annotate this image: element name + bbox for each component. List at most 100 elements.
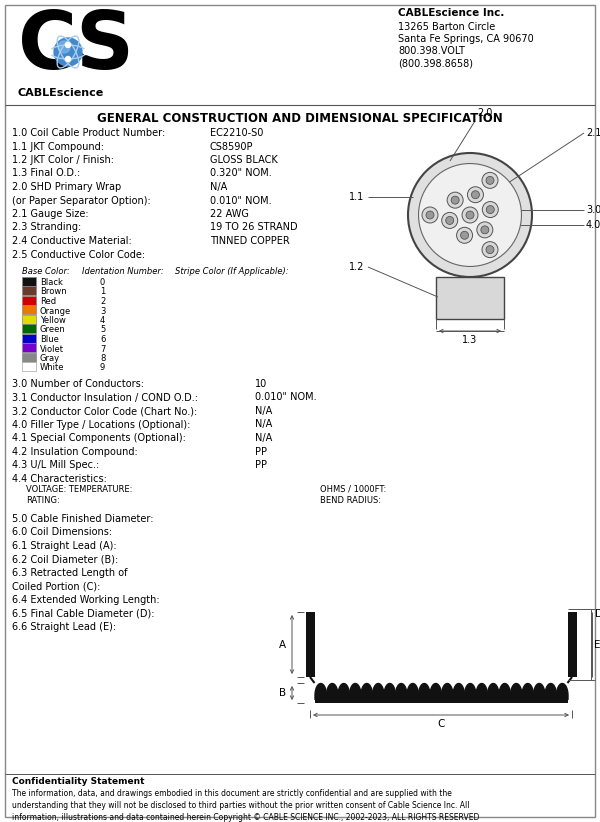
Text: D: D — [595, 609, 600, 619]
Text: 5: 5 — [100, 326, 105, 335]
Bar — [22, 306, 36, 315]
Text: White: White — [40, 363, 65, 372]
Bar — [22, 363, 36, 372]
Bar — [22, 334, 36, 343]
Text: PP: PP — [255, 446, 267, 456]
Text: PP: PP — [255, 460, 267, 470]
Text: 1.0 Coil Cable Product Number:: 1.0 Coil Cable Product Number: — [12, 128, 165, 138]
Text: 2.1 Gauge Size:: 2.1 Gauge Size: — [12, 209, 89, 219]
Text: 1: 1 — [100, 288, 105, 297]
Text: 6.5 Final Cable Diameter (D):: 6.5 Final Cable Diameter (D): — [12, 608, 155, 618]
Text: 3.2 Conductor Color Code (Chart No.):: 3.2 Conductor Color Code (Chart No.): — [12, 406, 197, 416]
Circle shape — [54, 38, 82, 66]
Text: 8: 8 — [100, 354, 106, 363]
Circle shape — [486, 206, 494, 214]
Text: 3.0: 3.0 — [586, 205, 600, 215]
Text: Identation Number:: Identation Number: — [82, 267, 164, 276]
Text: 4.4 Characteristics:: 4.4 Characteristics: — [12, 473, 107, 483]
Text: Yellow: Yellow — [40, 316, 66, 325]
Text: 2.0 SHD Primary Wrap: 2.0 SHD Primary Wrap — [12, 182, 121, 192]
Text: GENERAL CONSTRUCTION AND DIMENSIONAL SPECIFICATION: GENERAL CONSTRUCTION AND DIMENSIONAL SPE… — [97, 112, 503, 125]
Text: 4.0 Filler Type / Locations (Optional):: 4.0 Filler Type / Locations (Optional): — [12, 419, 190, 430]
Text: 1.2: 1.2 — [349, 262, 364, 272]
Circle shape — [486, 246, 494, 254]
Text: N/A: N/A — [255, 419, 272, 430]
Text: Coiled Portion (C):: Coiled Portion (C): — [12, 581, 100, 591]
Text: 2.3 Stranding:: 2.3 Stranding: — [12, 223, 81, 233]
Text: 3.0 Number of Conductors:: 3.0 Number of Conductors: — [12, 379, 144, 389]
Text: 2.1: 2.1 — [586, 128, 600, 138]
Text: N/A: N/A — [255, 406, 272, 416]
Circle shape — [442, 212, 458, 229]
Text: Blue: Blue — [40, 335, 59, 344]
Bar — [22, 325, 36, 334]
Text: Violet: Violet — [40, 344, 64, 353]
Text: 13265 Barton Circle: 13265 Barton Circle — [398, 22, 495, 32]
Text: A: A — [279, 640, 286, 649]
Text: C: C — [18, 8, 77, 86]
Bar — [22, 315, 36, 324]
Text: 2.4 Conductive Material:: 2.4 Conductive Material: — [12, 236, 132, 246]
Text: C: C — [437, 719, 445, 729]
Text: 0.010" NOM.: 0.010" NOM. — [255, 392, 317, 403]
Text: BEND RADIUS:: BEND RADIUS: — [320, 496, 381, 505]
Bar — [22, 296, 36, 305]
Text: 1.1 JKT Compound:: 1.1 JKT Compound: — [12, 141, 104, 151]
Circle shape — [457, 228, 473, 243]
Text: 1.3 Final O.D.:: 1.3 Final O.D.: — [12, 169, 80, 178]
Text: 9: 9 — [100, 363, 105, 372]
Circle shape — [451, 196, 459, 204]
Circle shape — [408, 153, 532, 277]
Text: 6: 6 — [100, 335, 106, 344]
Text: 0.320" NOM.: 0.320" NOM. — [210, 169, 272, 178]
Text: Black: Black — [40, 278, 63, 287]
Text: 6.2 Coil Diameter (B):: 6.2 Coil Diameter (B): — [12, 554, 118, 564]
Text: 2.0: 2.0 — [477, 108, 493, 118]
Circle shape — [422, 207, 438, 223]
Text: (or Paper Separator Option):: (or Paper Separator Option): — [12, 196, 151, 206]
Text: Brown: Brown — [40, 288, 67, 297]
Bar — [314, 695, 568, 703]
Text: 6.6 Straight Lead (E):: 6.6 Straight Lead (E): — [12, 621, 116, 631]
Text: 1.2 JKT Color / Finish:: 1.2 JKT Color / Finish: — [12, 155, 114, 165]
Circle shape — [467, 187, 484, 203]
Bar — [22, 277, 36, 286]
Text: RATING:: RATING: — [26, 496, 60, 505]
Text: 7: 7 — [100, 344, 106, 353]
Text: 22 AWG: 22 AWG — [210, 209, 249, 219]
Text: 1.1: 1.1 — [349, 192, 364, 202]
Text: (800.398.8658): (800.398.8658) — [398, 58, 473, 68]
Bar — [568, 612, 577, 677]
Text: 800.398.VOLT: 800.398.VOLT — [398, 46, 465, 56]
Bar — [436, 277, 504, 319]
Circle shape — [466, 211, 474, 219]
Text: E: E — [594, 640, 600, 649]
Text: Confidentiality Statement: Confidentiality Statement — [12, 777, 145, 786]
Text: GLOSS BLACK: GLOSS BLACK — [210, 155, 278, 165]
Text: S: S — [75, 8, 133, 86]
Text: CS8590P: CS8590P — [210, 141, 254, 151]
Bar — [22, 353, 36, 362]
Text: Red: Red — [40, 297, 56, 306]
Text: Base Color:: Base Color: — [22, 267, 70, 276]
Text: 4.0: 4.0 — [586, 220, 600, 230]
Text: 6.3 Retracted Length of: 6.3 Retracted Length of — [12, 568, 128, 578]
Bar — [22, 287, 36, 295]
Text: 0.010" NOM.: 0.010" NOM. — [210, 196, 272, 206]
Text: Stripe Color (If Applicable):: Stripe Color (If Applicable): — [175, 267, 289, 276]
Circle shape — [481, 226, 489, 233]
Circle shape — [446, 216, 454, 224]
Text: 6.4 Extended Working Length:: 6.4 Extended Working Length: — [12, 594, 160, 605]
Circle shape — [426, 211, 434, 219]
Circle shape — [482, 242, 498, 257]
Text: CABLEscience Inc.: CABLEscience Inc. — [398, 8, 505, 18]
Text: 3: 3 — [100, 307, 106, 316]
Text: N/A: N/A — [210, 182, 227, 192]
Text: 4.3 U/L Mill Spec.:: 4.3 U/L Mill Spec.: — [12, 460, 99, 470]
Circle shape — [58, 41, 70, 53]
Circle shape — [482, 201, 498, 218]
Text: 4.2 Insulation Compound:: 4.2 Insulation Compound: — [12, 446, 138, 456]
Text: 6.1 Straight Lead (A):: 6.1 Straight Lead (A): — [12, 541, 116, 551]
Circle shape — [47, 49, 53, 54]
Text: Santa Fe Springs, CA 90670: Santa Fe Springs, CA 90670 — [398, 34, 534, 44]
